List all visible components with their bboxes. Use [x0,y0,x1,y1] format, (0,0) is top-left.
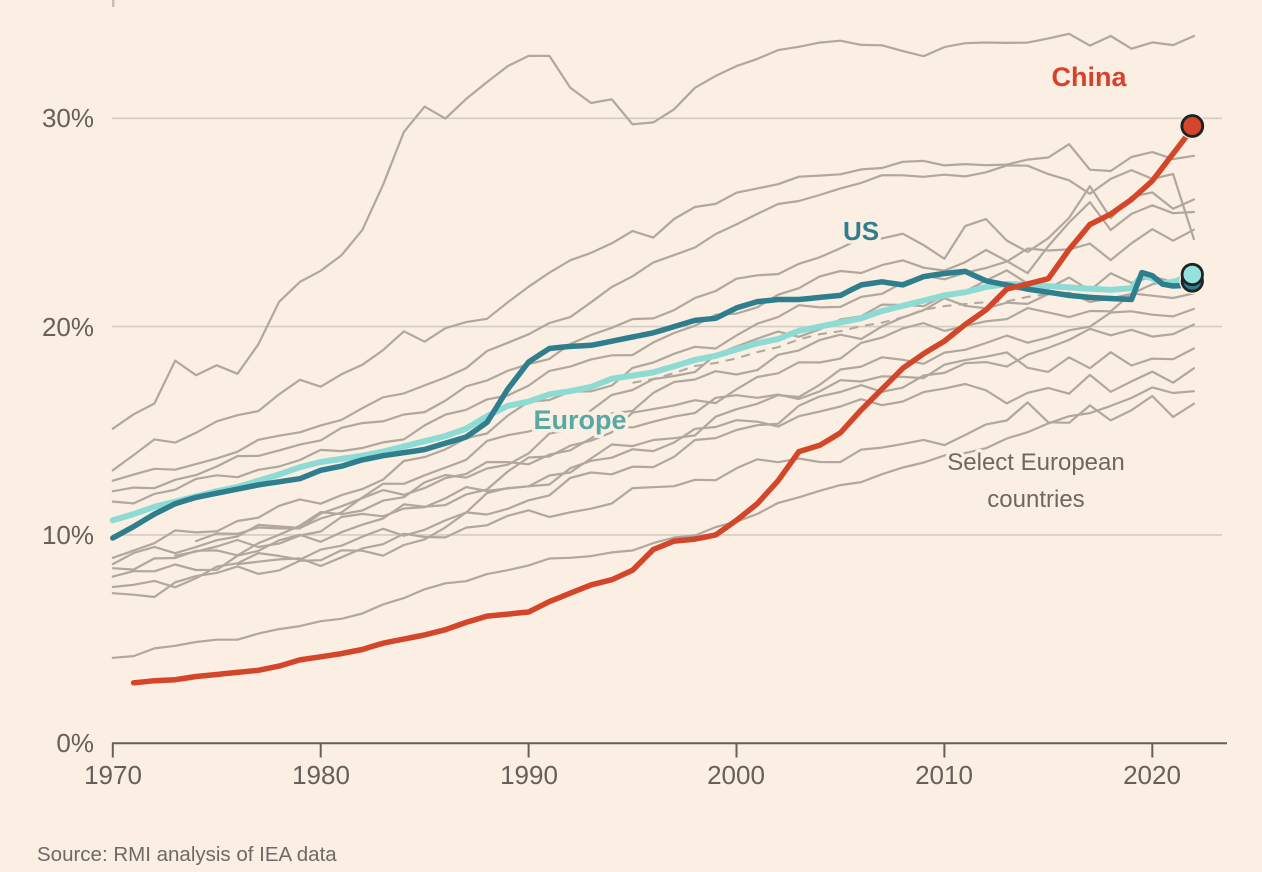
svg-text:China: China [1051,62,1127,92]
svg-text:2000: 2000 [707,760,765,790]
svg-text:2020: 2020 [1123,760,1181,790]
svg-text:2010: 2010 [915,760,973,790]
svg-text:0%: 0% [56,728,94,758]
svg-text:10%: 10% [42,520,94,550]
svg-text:US: US [843,216,879,246]
svg-text:1970: 1970 [84,760,142,790]
svg-text:countries: countries [987,486,1084,513]
svg-text:1980: 1980 [292,760,350,790]
svg-text:Source: RMI analysis of IEA da: Source: RMI analysis of IEA data [37,843,337,866]
svg-text:30%: 30% [42,103,94,133]
svg-text:20%: 20% [42,312,94,342]
svg-text:1990: 1990 [500,760,558,790]
svg-text:Europe: Europe [533,405,626,435]
svg-text:Select European: Select European [947,449,1124,476]
